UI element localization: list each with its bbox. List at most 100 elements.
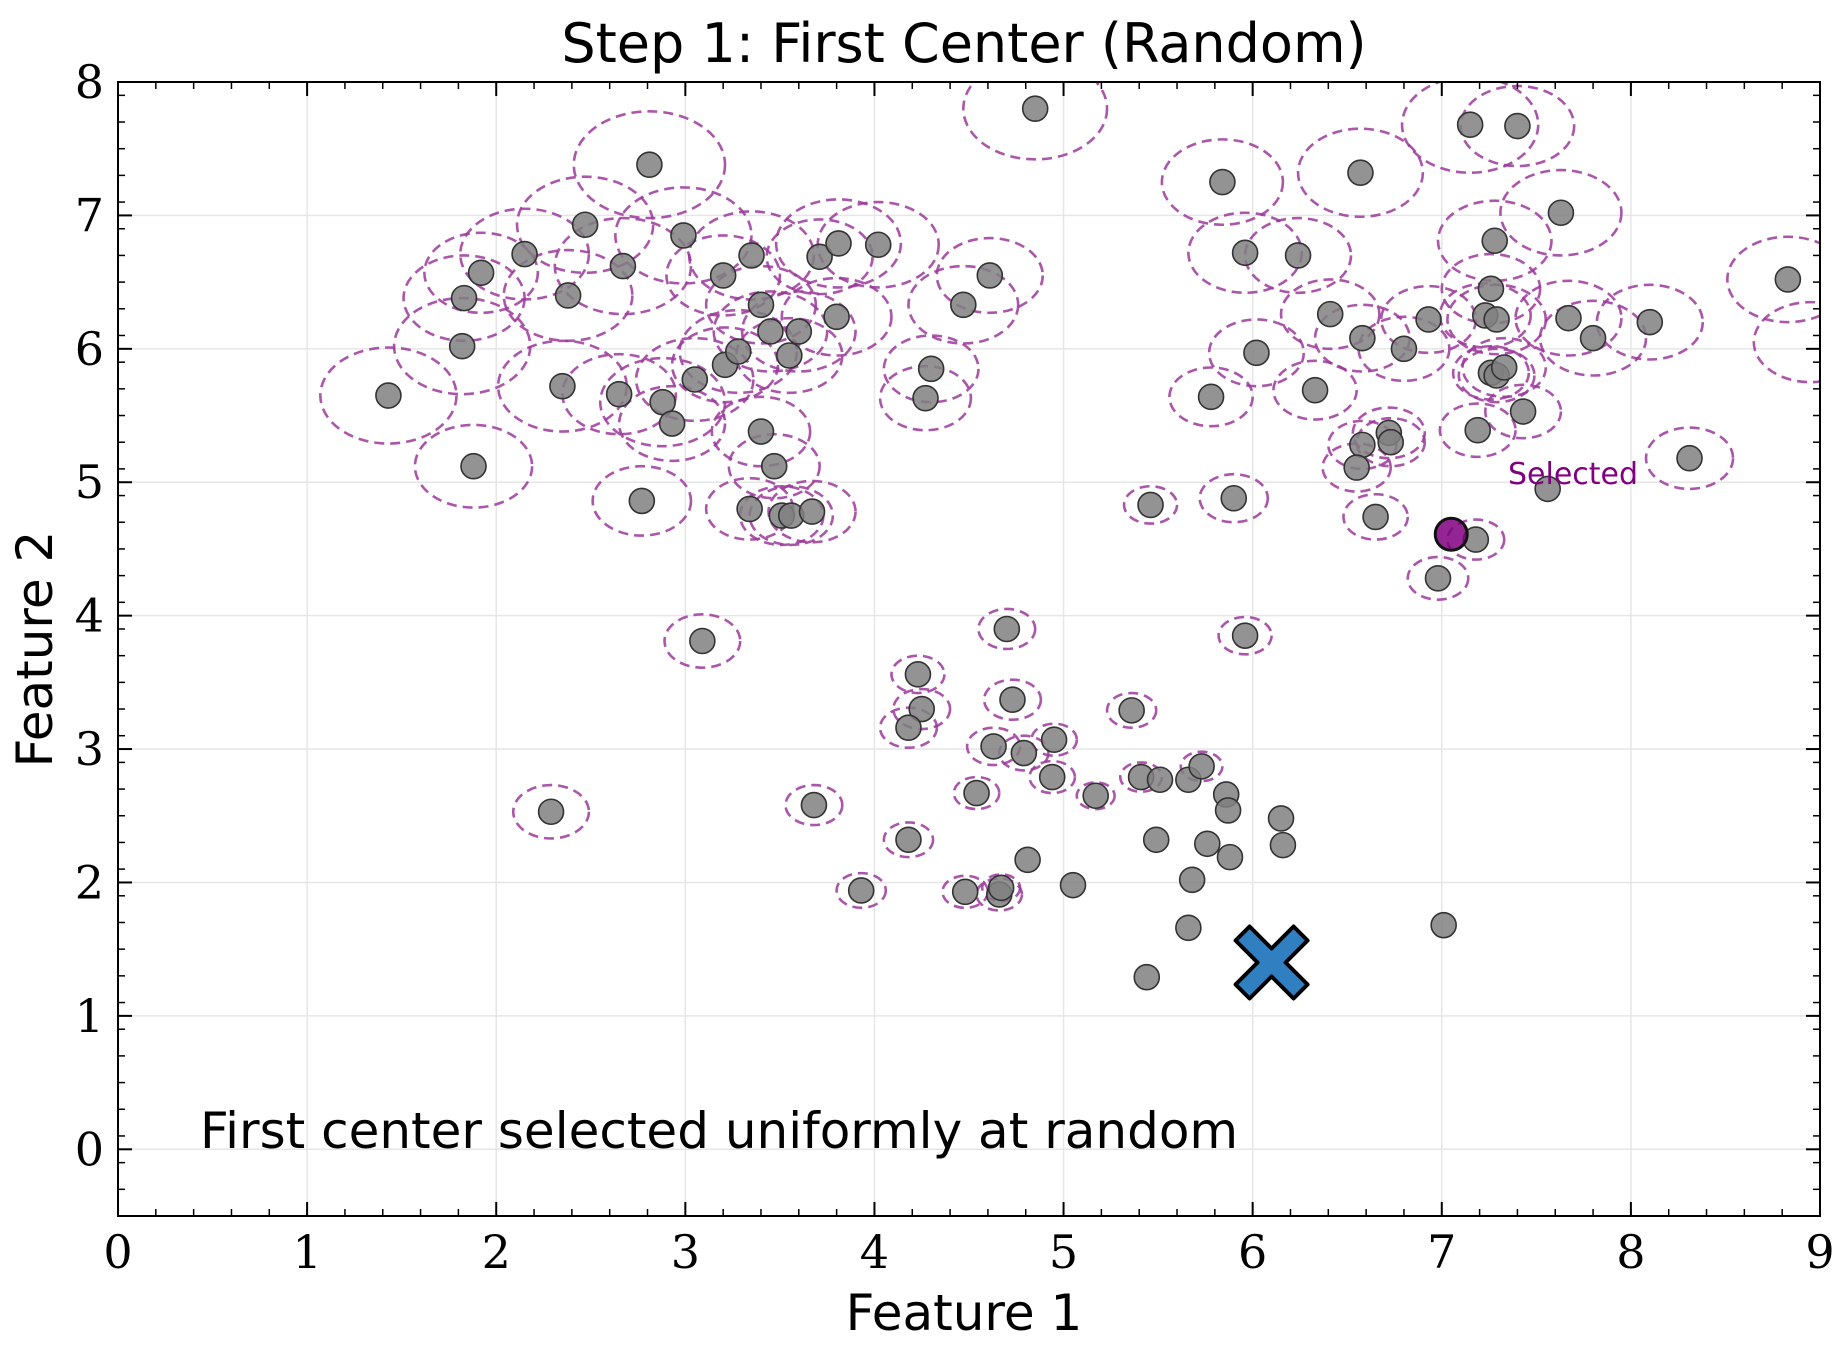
candidate-circle: [1726, 235, 1820, 324]
data-point: [1059, 871, 1087, 899]
data-point: [1377, 428, 1405, 456]
candidate-circle: [882, 334, 980, 404]
candidate-circle: [890, 654, 946, 695]
data-point: [467, 259, 495, 287]
candidate-circle: [515, 175, 655, 275]
data-point: [1193, 830, 1221, 858]
data-point: [571, 211, 599, 239]
candidate-circle: [962, 82, 1109, 161]
candidate-circle: [835, 871, 888, 910]
candidate-circle: [1400, 82, 1540, 175]
candidate-circle: [1279, 278, 1381, 351]
y-tick-label: 8: [75, 55, 104, 109]
data-point: [1415, 306, 1442, 333]
data-point: [1636, 308, 1664, 336]
data-point: [1142, 826, 1170, 854]
data-point: [800, 791, 828, 819]
data-point: [1038, 763, 1066, 791]
data-point: [895, 826, 922, 854]
x-tick-label: 5: [1049, 1225, 1078, 1279]
candidate-circle: [1457, 347, 1536, 404]
x-tick-label: 0: [103, 1225, 132, 1279]
data-point: [785, 318, 813, 345]
data-point: [908, 695, 936, 723]
data-point: [1231, 622, 1259, 649]
candidate-circle: [1122, 484, 1179, 525]
candidate-circle: [1752, 300, 1820, 384]
candidate-circle: [1030, 722, 1079, 758]
data-point: [1555, 304, 1582, 332]
candidate-circle: [1168, 366, 1254, 428]
candidate-circle: [704, 476, 795, 541]
candidate-circle: [1160, 138, 1285, 227]
data-point: [1014, 846, 1041, 874]
data-point: [912, 384, 939, 412]
data-point: [951, 878, 979, 906]
data-point: [1231, 239, 1259, 267]
candidate-circle: [1105, 691, 1158, 730]
data-point: [1483, 306, 1510, 333]
data-point: [798, 498, 826, 525]
candidate-circle: [663, 613, 742, 669]
candidate-circle: [665, 234, 782, 317]
data-point: [1349, 324, 1376, 352]
candidate-circle: [1075, 781, 1116, 811]
candidate-circle: [704, 264, 818, 345]
candidate-circle: [634, 336, 755, 423]
data-point: [757, 318, 784, 345]
candidate-circle: [1028, 759, 1077, 795]
data-point: [747, 418, 775, 445]
data-point: [1504, 112, 1531, 140]
data-point: [1010, 739, 1038, 767]
x-tick-label: 9: [1805, 1225, 1834, 1279]
y-tick-label: 6: [75, 322, 104, 376]
candidate-circle: [617, 384, 727, 463]
data-point: [847, 877, 875, 904]
candidate-circle: [780, 276, 893, 357]
candidate-circle: [1514, 279, 1623, 357]
data-point: [976, 262, 1004, 289]
data-point: [1209, 168, 1236, 196]
data-point: [1390, 335, 1418, 363]
axis-ticks: 0 1 2 3 4 5 6 7 8 9 0 1 2 3 4 5 6 7 8: [75, 55, 1835, 1279]
data-point: [776, 342, 803, 369]
data-point: [1175, 914, 1202, 942]
data-point: [1188, 753, 1215, 780]
candidate-circle: [975, 877, 1024, 912]
data-point: [1082, 782, 1110, 810]
data-point: [1316, 300, 1344, 328]
annotation-text: First center selected uniformly at rando…: [200, 1102, 1238, 1160]
data-point: [736, 495, 763, 523]
data-point: [987, 874, 1015, 902]
candidate-circle: [1451, 344, 1531, 401]
candidate-circle: [774, 198, 903, 289]
y-tick-label: 7: [75, 188, 104, 242]
data-point: [1269, 831, 1297, 859]
x-tick-label: 4: [860, 1225, 889, 1279]
data-point: [658, 410, 686, 437]
data-point: [709, 262, 737, 289]
data-point: [1349, 431, 1376, 459]
candidate-circle: [1207, 318, 1306, 388]
data-point: [460, 452, 487, 480]
candidate-circle: [1357, 315, 1451, 383]
data-point: [1040, 726, 1068, 754]
y-tick-label: 0: [75, 1122, 104, 1176]
data-point: [895, 714, 922, 742]
candidate-circle: [319, 346, 458, 445]
y-tick-label: 3: [75, 722, 104, 776]
data-point: [825, 230, 852, 257]
candidate-circle: [784, 783, 844, 827]
candidate-circle: [882, 821, 935, 859]
candidate-circle: [767, 479, 857, 544]
data-point: [1430, 911, 1457, 939]
data-point: [950, 291, 977, 319]
data-point: [864, 231, 892, 259]
data-point: [636, 151, 663, 179]
candidate-circle: [727, 432, 821, 500]
candidate-circle: [458, 207, 591, 301]
data-point: [1424, 564, 1452, 592]
data-point: [1216, 843, 1244, 871]
x-tick-label: 1: [292, 1225, 321, 1279]
